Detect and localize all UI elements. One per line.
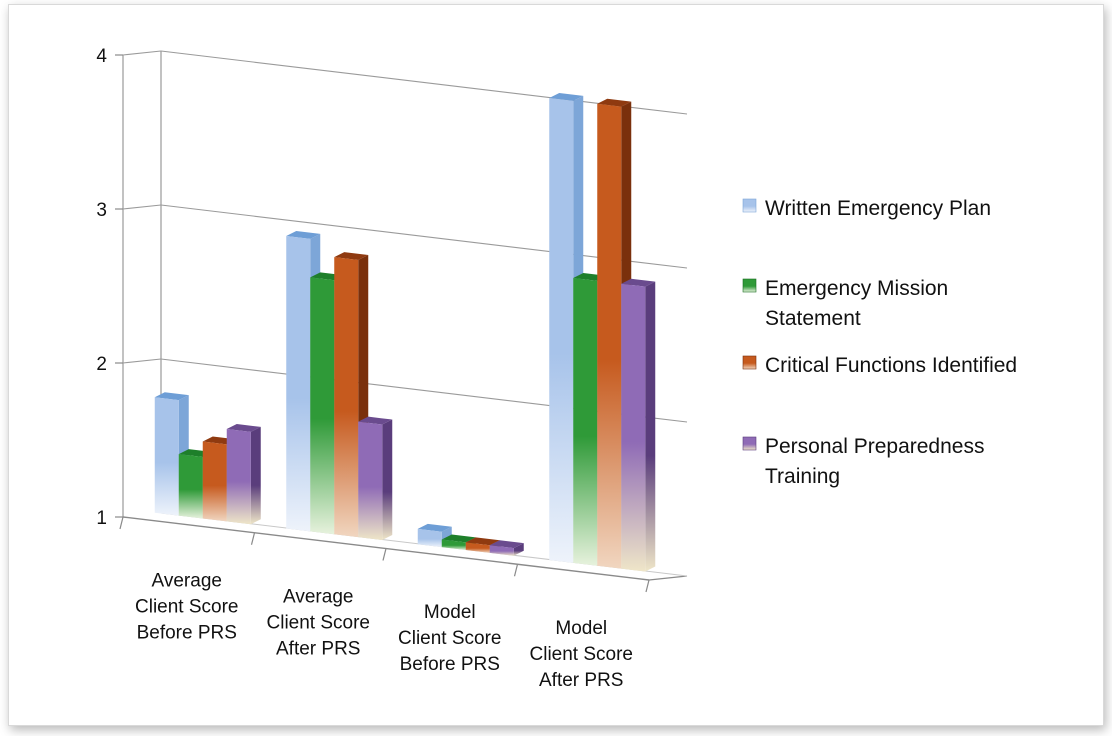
legend-item: Personal Preparedness Training <box>742 435 984 488</box>
legend-swatch <box>742 355 757 370</box>
category-label-line: Client Score <box>267 612 371 633</box>
bar-top <box>621 278 656 287</box>
legend-label: Critical Functions Identified <box>765 354 1017 377</box>
x-tick-mark <box>645 579 650 593</box>
legend-label-line: Emergency Mission <box>765 277 948 300</box>
legend-label: Emergency Mission Statement <box>765 277 948 330</box>
bar-front <box>489 545 514 556</box>
category-label-line: Before PRS <box>137 623 237 644</box>
category-label: Model Client Score Before PRS <box>398 602 502 675</box>
bar-front <box>597 103 622 569</box>
bar-top <box>286 230 321 239</box>
x-tick-mark <box>250 532 256 545</box>
bar-front <box>549 98 574 563</box>
legend-label: Written Emergency Plan <box>765 197 991 220</box>
legend-label-line: Critical Functions Identified <box>765 354 1017 377</box>
category-label-line: Client Score <box>135 597 239 618</box>
category-label-line: Client Score <box>398 628 502 649</box>
bar-side <box>513 543 524 556</box>
category-label-line: Client Score <box>530 644 634 665</box>
legend-item: Written Emergency Plan <box>742 197 991 220</box>
bar-top <box>358 416 393 425</box>
bars <box>154 93 656 572</box>
legend-swatch <box>742 436 757 451</box>
bar-top <box>154 392 189 401</box>
bar-front <box>465 542 490 553</box>
legend-item: Critical Functions Identified <box>742 354 1017 377</box>
bar-front <box>417 528 442 548</box>
gridline-depth <box>122 358 162 364</box>
category-label-line: Average <box>283 586 353 607</box>
x-tick-mark <box>382 548 387 561</box>
bar-front <box>202 441 227 522</box>
category-label-line: Model <box>424 602 476 623</box>
category-label-line: Model <box>555 618 607 639</box>
legend-label: Personal Preparedness Training <box>765 435 984 488</box>
bar-top <box>549 93 584 101</box>
gridline-depth <box>122 50 162 56</box>
y-axis-ticks: 1 2 3 4 <box>96 46 123 529</box>
legend: Written Emergency Plan Emergency Mission S… <box>742 197 1017 488</box>
legend-swatch <box>742 198 757 213</box>
bar <box>226 424 261 525</box>
bar-top <box>441 534 476 543</box>
bar-top <box>334 252 369 260</box>
y-tick-label: 2 <box>96 354 107 375</box>
bar-front <box>154 397 179 516</box>
category-label: Average Client Score Before PRS <box>135 571 239 644</box>
legend-label-line: Statement <box>765 307 861 330</box>
bar-front <box>358 421 383 541</box>
y-tick-label: 4 <box>96 46 107 67</box>
bar-front <box>334 257 359 538</box>
bar-front <box>178 454 203 519</box>
bar-top <box>226 424 261 432</box>
bar-top <box>417 523 452 532</box>
bar-side <box>382 419 393 541</box>
bar-top <box>489 540 524 549</box>
x-tick-mark <box>513 564 519 577</box>
bar-front <box>310 277 335 535</box>
bar-side <box>645 281 656 572</box>
bar-front <box>286 235 311 532</box>
category-label: Average Client Score After PRS <box>267 586 371 659</box>
legend-label-line: Personal Preparedness <box>765 435 984 458</box>
category-label: Model Client Score After PRS <box>530 618 634 691</box>
legend-item: Emergency Mission Statement <box>742 277 948 330</box>
y-tick-label: 1 <box>96 508 107 529</box>
bar-top <box>465 537 500 546</box>
bar-top <box>597 98 632 107</box>
bar-front <box>573 278 598 566</box>
category-label-line: After PRS <box>539 670 623 691</box>
bar-side <box>250 426 261 525</box>
category-label-line: After PRS <box>276 638 360 659</box>
bar <box>621 278 656 572</box>
category-labels: Average Client Score Before PRS Average Clie… <box>135 571 633 691</box>
category-label-line: Before PRS <box>400 654 500 675</box>
bar <box>358 416 393 541</box>
x-tick-mark <box>119 516 124 530</box>
legend-label-line: Training <box>765 465 840 488</box>
category-label-line: Average <box>152 571 222 592</box>
bar-front <box>621 283 646 572</box>
bar <box>489 540 524 556</box>
y-tick-label: 3 <box>96 200 107 221</box>
bar-front <box>441 539 466 551</box>
gridline-depth <box>122 204 162 210</box>
bar-front <box>226 429 251 525</box>
floor-right-edge <box>648 575 688 581</box>
legend-swatch <box>742 278 757 293</box>
legend-label-line: Written Emergency Plan <box>765 197 991 220</box>
